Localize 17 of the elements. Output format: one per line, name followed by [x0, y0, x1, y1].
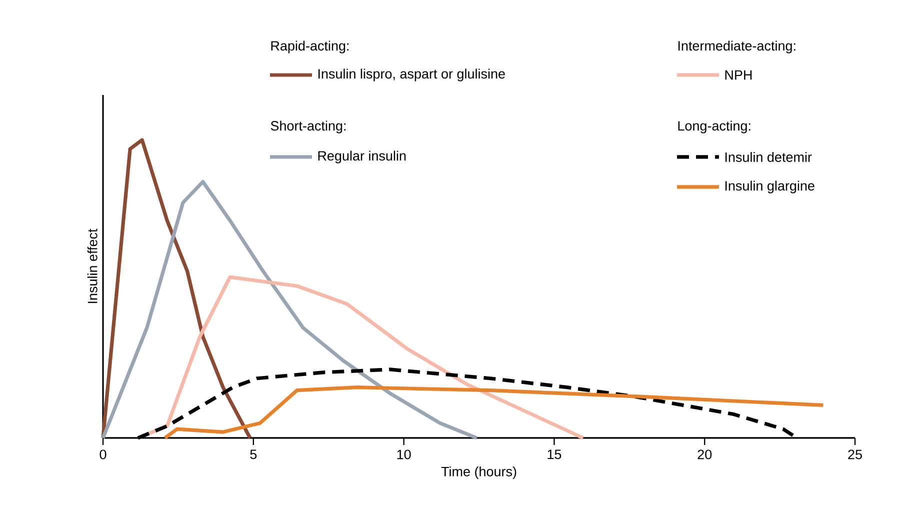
text: Rapid-acting:: [271, 40, 348, 54]
x-tick-label: 15: [548, 450, 562, 460]
legend-label: NPH: [725, 70, 752, 80]
legend-label: Insulin lispro, aspart or glulisine: [318, 68, 505, 82]
text: Short-acting:: [270, 120, 346, 134]
x-tick-label: 10: [397, 450, 411, 460]
text: Intermediate-acting:: [678, 40, 796, 54]
text: Long-acting:: [678, 120, 750, 134]
x-tick-label: 0: [100, 450, 106, 460]
legend-label: Insulin glargine: [725, 180, 814, 194]
x-tick-label: 20: [698, 450, 712, 460]
x-tick-label: 25: [848, 450, 862, 460]
y-axis-title: Insulin effect: [87, 228, 98, 304]
x-axis-title: Time (hours): [441, 466, 516, 480]
legend-label: Insulin detemir: [725, 152, 812, 162]
x-tick-label: 5: [250, 450, 257, 460]
legend-label: Regular insulin: [318, 150, 406, 164]
